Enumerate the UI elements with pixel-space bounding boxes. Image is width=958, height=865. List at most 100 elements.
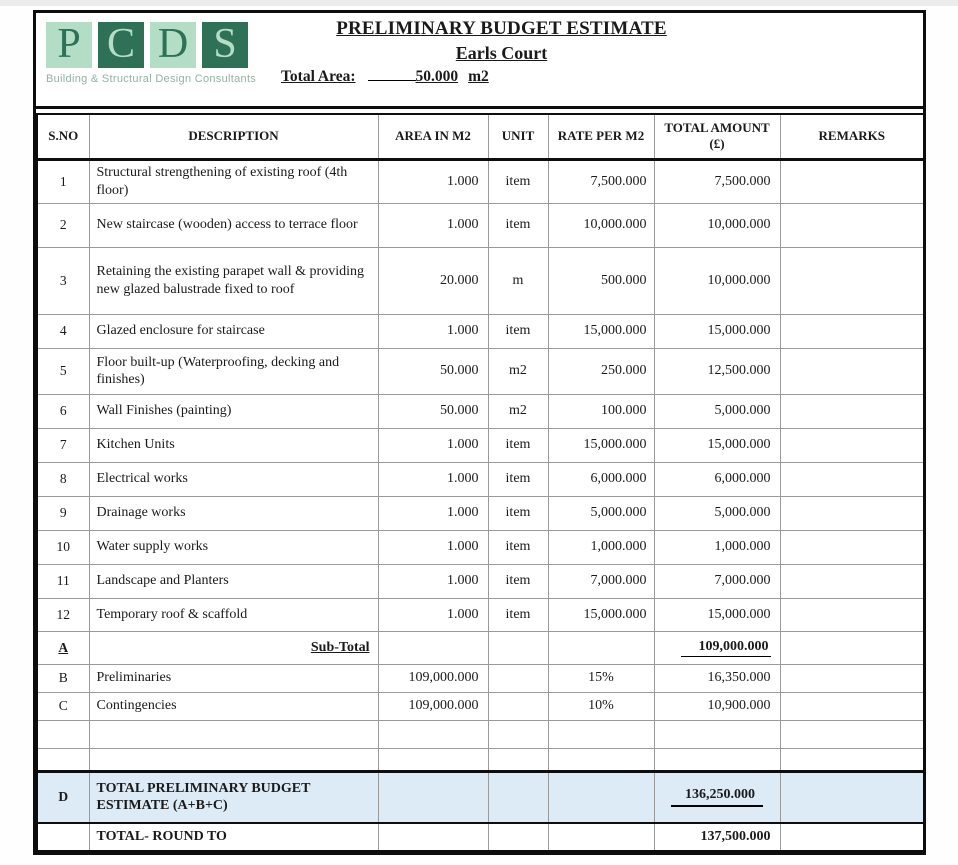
cell-area: 1.000 — [377, 313, 489, 349]
cell-area — [377, 822, 489, 852]
cell-remarks — [779, 822, 925, 852]
column-header-remarks: REMARKS — [779, 113, 925, 161]
cell-desc — [88, 719, 379, 749]
cell-desc-text: Kitchen Units — [96, 437, 175, 453]
cell-desc-text: Water supply works — [96, 539, 209, 555]
table-row-12: 12 Temporary roof & scaffold 1.000 item 15,0… — [36, 597, 925, 632]
cell-sno: 11 — [36, 563, 90, 599]
cell-unit — [487, 630, 549, 665]
table-row-blank-16 — [36, 747, 925, 772]
cell-rate-text: 250.000 — [601, 363, 647, 378]
cell-desc: Landscape and Planters — [88, 563, 379, 599]
cell-total-text: 10,000.000 — [707, 272, 771, 288]
cell-area-text: 50.000 — [440, 363, 479, 378]
table-row-5: 5 Floor built-up (Waterproofing, decking … — [36, 347, 925, 395]
cell-total: 109,000.000 — [653, 630, 781, 665]
cell-sno-text: 2 — [59, 217, 67, 232]
cell-area-text: 50.000 — [440, 403, 479, 418]
cell-desc-text: TOTAL PRELIMINARY BUDGET ESTIMATE (A+B+C… — [96, 781, 311, 814]
cell-area: 1.000 — [377, 563, 489, 599]
cell-desc: Floor built-up (Waterproofing, decking a… — [88, 347, 379, 395]
cell-desc-text: Landscape and Planters — [96, 573, 229, 589]
cell-rate — [547, 719, 655, 749]
cell-unit-text: item — [505, 323, 531, 338]
cell-area-text: 20.000 — [440, 272, 479, 288]
cell-unit: item — [487, 529, 549, 565]
cell-sno: 10 — [36, 529, 90, 565]
cell-rate: 15,000.000 — [547, 597, 655, 632]
cell-rate: 7,500.000 — [547, 158, 655, 204]
cell-desc-text: New staircase (wooden) access to terrace… — [96, 217, 358, 233]
cell-total-text: 7,000.000 — [714, 573, 771, 588]
cell-remarks — [779, 461, 925, 497]
cell-area: 1.000 — [377, 461, 489, 497]
cell-unit: m2 — [487, 347, 549, 395]
cell-sno: 3 — [36, 246, 90, 315]
cell-unit-text: item — [505, 573, 531, 588]
cell-area: 1.000 — [377, 597, 489, 632]
cell-desc: Contingencies — [88, 691, 379, 721]
cell-rate — [547, 769, 655, 824]
cell-remarks — [779, 597, 925, 632]
table-body: 1 Structural strengthening of existing ro… — [36, 158, 925, 852]
cell-total: 15,000.000 — [653, 313, 781, 349]
cell-sno: 9 — [36, 495, 90, 531]
cell-sno: 6 — [36, 393, 90, 429]
cell-remarks — [779, 158, 925, 204]
cell-total — [653, 719, 781, 749]
cell-unit — [487, 747, 549, 772]
cell-sno-text: 10 — [56, 539, 71, 554]
cell-unit: item — [487, 597, 549, 632]
cell-rate: 6,000.000 — [547, 461, 655, 497]
cell-sno: 12 — [36, 597, 90, 632]
cell-area: 1.000 — [377, 495, 489, 531]
cell-unit: item — [487, 461, 549, 497]
cell-rate-text: 7,000.000 — [590, 573, 647, 588]
table-row-blank-18: TOTAL- ROUND TO 137,500.000 — [36, 822, 925, 852]
column-header-total: TOTAL AMOUNT (£) — [653, 113, 781, 161]
cell-desc-text: Drainage works — [96, 505, 186, 521]
cell-total: 10,000.000 — [653, 202, 781, 248]
cell-total-text: 15,000.000 — [707, 437, 771, 452]
cell-total-text: 109,000.000 — [680, 639, 771, 657]
table-row-10: 10 Water supply works 1.000 item 1,000.000 1,… — [36, 529, 925, 565]
cell-unit-text: item — [505, 217, 531, 232]
cell-total: 7,000.000 — [653, 563, 781, 599]
cell-area-text: 1.000 — [447, 323, 479, 338]
cell-total-text: 136,250.000 — [671, 787, 763, 808]
cell-rate-text: 10% — [588, 698, 614, 713]
logo-square-d: D — [150, 22, 196, 68]
cell-rate: 15% — [547, 663, 655, 693]
cell-area: 20.000 — [377, 246, 489, 315]
cell-area-text: 1.000 — [447, 606, 479, 622]
cell-sno: 7 — [36, 427, 90, 463]
cell-rate-text: 6,000.000 — [590, 471, 647, 486]
cell-remarks — [779, 747, 925, 772]
cell-total: 7,500.000 — [653, 158, 781, 204]
cell-sno-text: C — [58, 698, 68, 713]
cell-unit-text: item — [505, 173, 531, 189]
cell-rate-text: 5,000.000 — [590, 505, 647, 520]
cell-remarks — [779, 246, 925, 315]
cell-remarks — [779, 630, 925, 665]
cell-desc — [88, 747, 379, 772]
table-row-blank-15 — [36, 719, 925, 749]
table-row-6: 6 Wall Finishes (painting) 50.000 m2 100.000… — [36, 393, 925, 429]
cell-total: 5,000.000 — [653, 393, 781, 429]
cell-rate: 10% — [547, 691, 655, 721]
cell-unit — [487, 663, 549, 693]
cell-total: 16,350.000 — [653, 663, 781, 693]
logo-square-s: S — [202, 22, 248, 68]
cell-rate: 5,000.000 — [547, 495, 655, 531]
cell-unit-text: item — [505, 606, 531, 622]
cell-unit-text: m2 — [509, 363, 527, 378]
cell-desc: Wall Finishes (painting) — [88, 393, 379, 429]
logo-tagline: Building & Structural Design Consultants — [46, 73, 257, 85]
cell-remarks — [779, 663, 925, 693]
cell-rate: 500.000 — [547, 246, 655, 315]
total-area-value: 50.000 — [415, 68, 459, 85]
cell-desc-text: Wall Finishes (painting) — [96, 403, 232, 419]
cell-sno-text: B — [58, 670, 68, 685]
cell-area-text: 1.000 — [447, 217, 479, 232]
